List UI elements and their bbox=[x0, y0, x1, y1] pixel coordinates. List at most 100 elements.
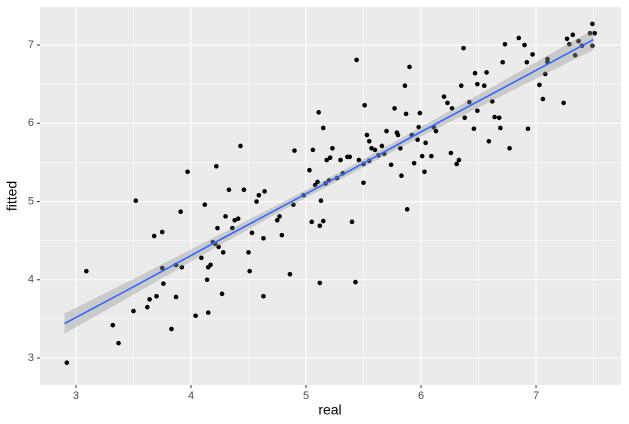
point bbox=[507, 146, 512, 151]
point bbox=[320, 125, 326, 131]
point bbox=[256, 192, 262, 198]
point bbox=[524, 59, 530, 65]
point bbox=[238, 143, 243, 149]
point bbox=[456, 157, 462, 163]
y-tick-label: 5 bbox=[28, 195, 34, 207]
point bbox=[522, 42, 527, 48]
y-tick-label: 7 bbox=[28, 39, 34, 51]
point bbox=[317, 280, 323, 286]
point bbox=[246, 250, 251, 255]
point bbox=[402, 83, 408, 89]
point bbox=[572, 52, 578, 58]
point bbox=[205, 310, 211, 315]
point bbox=[202, 202, 208, 207]
point bbox=[471, 126, 477, 132]
point bbox=[110, 322, 116, 328]
point bbox=[498, 125, 503, 131]
point bbox=[567, 41, 572, 47]
point bbox=[310, 147, 316, 153]
point bbox=[353, 279, 358, 285]
point bbox=[315, 179, 320, 185]
point bbox=[154, 293, 159, 299]
point bbox=[241, 187, 247, 193]
point bbox=[279, 232, 285, 238]
point bbox=[364, 132, 370, 138]
point bbox=[235, 216, 241, 222]
point bbox=[417, 110, 423, 116]
point bbox=[449, 106, 455, 111]
point bbox=[362, 102, 367, 108]
point bbox=[361, 180, 366, 186]
fit-line bbox=[64, 38, 594, 325]
point bbox=[169, 326, 174, 332]
y-tick-label: 4 bbox=[28, 274, 34, 286]
point bbox=[317, 223, 323, 229]
point bbox=[472, 70, 478, 76]
point bbox=[216, 244, 221, 250]
point bbox=[338, 157, 343, 163]
point bbox=[411, 160, 417, 166]
point bbox=[223, 214, 228, 219]
point bbox=[324, 157, 330, 163]
point bbox=[133, 198, 139, 204]
point bbox=[261, 293, 266, 299]
point bbox=[564, 36, 570, 42]
point bbox=[161, 281, 166, 286]
point bbox=[204, 277, 210, 283]
point bbox=[525, 126, 531, 132]
x-tick-label: 6 bbox=[418, 390, 424, 402]
point bbox=[307, 167, 312, 173]
point bbox=[379, 143, 385, 149]
point bbox=[226, 187, 232, 193]
point bbox=[530, 52, 535, 57]
point bbox=[500, 59, 505, 65]
point bbox=[131, 308, 136, 314]
point bbox=[220, 250, 226, 255]
x-tick-label: 7 bbox=[533, 390, 539, 402]
point bbox=[199, 255, 204, 261]
point bbox=[214, 164, 219, 169]
point bbox=[407, 64, 412, 70]
point bbox=[486, 138, 492, 144]
point bbox=[416, 124, 422, 130]
point bbox=[484, 70, 489, 75]
point bbox=[151, 233, 157, 239]
point bbox=[399, 173, 404, 178]
point bbox=[230, 225, 235, 231]
point bbox=[403, 111, 409, 117]
point bbox=[372, 147, 378, 153]
point bbox=[327, 155, 333, 160]
point bbox=[441, 94, 447, 99]
point bbox=[561, 100, 566, 106]
point bbox=[249, 230, 255, 236]
point bbox=[398, 146, 403, 151]
point bbox=[347, 154, 353, 160]
point bbox=[422, 169, 427, 175]
y-tick-label: 3 bbox=[28, 352, 34, 364]
point bbox=[545, 56, 550, 62]
point bbox=[475, 108, 480, 114]
point bbox=[592, 30, 597, 36]
point bbox=[185, 169, 190, 175]
x-tick-label: 5 bbox=[303, 390, 309, 402]
point bbox=[462, 115, 468, 121]
plot-panel bbox=[40, 7, 621, 385]
point bbox=[392, 106, 397, 111]
point bbox=[496, 115, 502, 121]
point bbox=[330, 146, 335, 151]
point bbox=[516, 35, 522, 41]
point bbox=[320, 218, 326, 224]
point bbox=[215, 225, 220, 231]
point bbox=[159, 265, 165, 271]
point bbox=[454, 161, 459, 167]
point bbox=[116, 340, 121, 346]
point bbox=[287, 271, 293, 277]
point bbox=[316, 110, 321, 115]
point bbox=[144, 304, 150, 310]
point bbox=[232, 217, 238, 223]
x-tick-label: 3 bbox=[73, 390, 79, 402]
y-axis-title: fitted bbox=[4, 181, 20, 211]
point bbox=[219, 291, 225, 297]
point bbox=[461, 45, 466, 51]
point bbox=[178, 209, 183, 214]
